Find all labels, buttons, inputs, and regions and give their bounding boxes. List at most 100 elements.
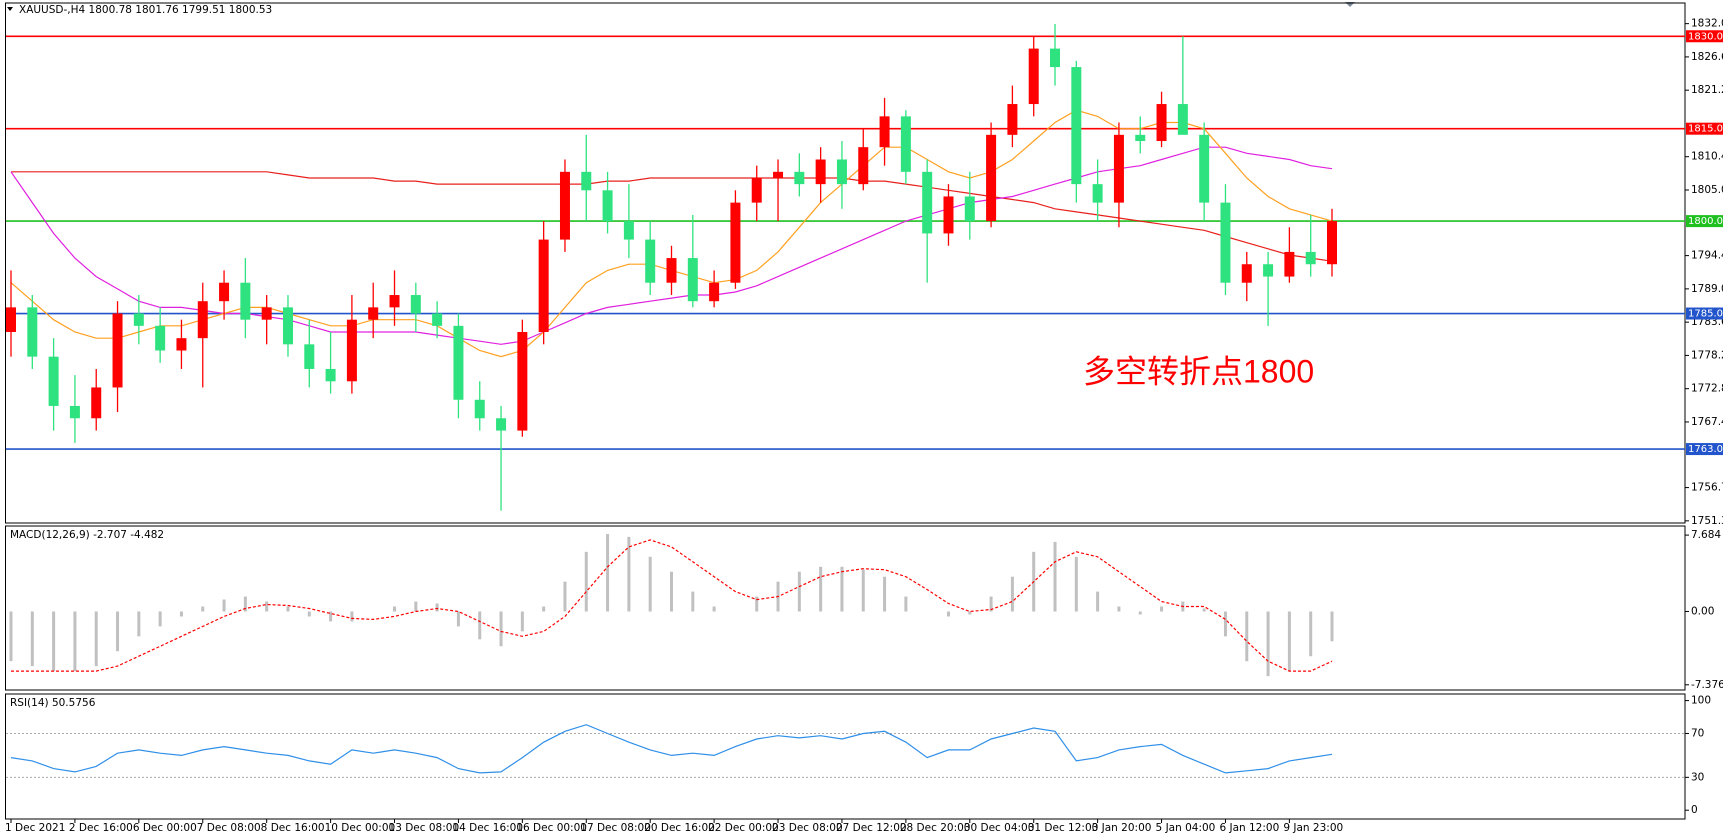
- candle-body: [922, 171, 933, 234]
- moving-average: [11, 171, 1333, 262]
- level-label: 1815.00: [1688, 124, 1723, 135]
- x-tick-label: 10 Dec 00:00: [325, 822, 396, 834]
- level-label: 1763.00: [1688, 444, 1723, 455]
- candle-body: [1199, 134, 1210, 203]
- x-tick-label: 13 Dec 08:00: [389, 822, 460, 834]
- y-tick-label: 30: [1691, 771, 1704, 783]
- x-tick-label: 6 Jan 12:00: [1219, 822, 1279, 834]
- candle-body: [282, 307, 293, 345]
- panel-frame: [5, 693, 1686, 820]
- candle-body: [1092, 184, 1103, 203]
- level-box: [1686, 30, 1723, 43]
- candle-body: [1113, 134, 1124, 203]
- candle-body: [176, 338, 187, 351]
- candle-body: [69, 405, 80, 419]
- candle-body: [432, 313, 443, 326]
- y-tick-label: 100: [1691, 695, 1711, 707]
- candle-body: [794, 171, 805, 185]
- rsi-title: RSI(14) 50.5756: [10, 697, 96, 709]
- candle-body: [197, 301, 208, 339]
- candle-body: [709, 282, 720, 302]
- candle-body: [1135, 134, 1146, 142]
- x-tick-label: 7 Dec 08:00: [197, 822, 261, 834]
- y-tick-label: 1805.05: [1691, 184, 1723, 196]
- candle-body: [261, 307, 272, 320]
- candle-body: [581, 171, 592, 191]
- candle-body: [986, 134, 997, 222]
- candle-body: [1220, 202, 1231, 283]
- x-tick-label: 6 Dec 00:00: [133, 822, 197, 834]
- x-tick-label: 14 Dec 16:00: [452, 822, 523, 834]
- candle-body: [48, 356, 59, 406]
- candle-body: [496, 418, 507, 431]
- candle-body: [410, 295, 421, 314]
- main-title: XAUUSD-,H4 1800.78 1801.76 1799.51 1800.…: [19, 4, 272, 16]
- y-tick-label: 1794.40: [1691, 250, 1723, 262]
- y-tick-label: 1756.75: [1691, 482, 1723, 494]
- candle-body: [1284, 251, 1295, 277]
- x-tick-label: 8 Dec 16:00: [261, 822, 325, 834]
- candle-body: [645, 239, 656, 283]
- y-tick-label: 1821.25: [1691, 84, 1723, 96]
- y-tick-label: 1767.40: [1691, 416, 1723, 428]
- candle-body: [815, 159, 826, 185]
- x-tick-label: 20 Dec 16:00: [644, 822, 715, 834]
- candle-body: [879, 116, 890, 148]
- x-tick-label: 31 Dec 12:00: [1028, 822, 1099, 834]
- candle-body: [453, 325, 464, 400]
- candle-body: [389, 295, 400, 308]
- candle-body: [943, 196, 954, 234]
- x-tick-label: 23 Dec 08:00: [772, 822, 843, 834]
- candle-body: [602, 190, 613, 222]
- candle-body: [773, 171, 784, 178]
- candle-body: [1050, 48, 1061, 68]
- candle-body: [219, 282, 230, 302]
- candle-body: [559, 171, 570, 240]
- x-tick-label: 5 Jan 04:00: [1156, 822, 1216, 834]
- macd-title: MACD(12,26,9) -2.707 -4.482: [10, 529, 164, 541]
- candle-body: [27, 307, 38, 357]
- candle-body: [1263, 264, 1274, 277]
- y-tick-label: 70: [1691, 727, 1704, 739]
- candle-body: [1156, 104, 1167, 142]
- candle-body: [666, 258, 677, 283]
- rsi-line: [10, 724, 1333, 774]
- candle-body: [304, 344, 315, 369]
- y-tick-label: 1826.65: [1691, 51, 1723, 63]
- x-tick-label: 1 Dec 2021: [5, 822, 65, 834]
- x-tick-label: 22 Dec 00:00: [708, 822, 779, 834]
- level-box: [1686, 122, 1723, 135]
- y-tick-label: 0.00: [1691, 605, 1714, 617]
- x-tick-label: 9 Jan 23:00: [1283, 822, 1343, 834]
- candle-body: [346, 319, 357, 382]
- candle-body: [240, 282, 251, 320]
- candle-body: [1241, 264, 1252, 283]
- y-tick-label: 1832.05: [1691, 18, 1723, 30]
- candle-body: [133, 313, 144, 326]
- candle-body: [325, 368, 336, 382]
- level-label: 1785.00: [1688, 309, 1723, 320]
- y-tick-label: 1810.45: [1691, 151, 1723, 163]
- candle-body: [1327, 221, 1337, 265]
- y-tick-label: -7.376: [1691, 679, 1723, 691]
- moving-average: [10, 146, 1333, 345]
- level-box: [1686, 215, 1723, 228]
- x-tick-label: 2 Dec 16:00: [69, 822, 133, 834]
- menu-triangle: [7, 7, 13, 11]
- candle-body: [91, 387, 102, 419]
- candle-body: [687, 258, 698, 302]
- y-tick-label: 7.684: [1691, 529, 1721, 541]
- annotation: 多空转折点1800: [1083, 353, 1314, 389]
- candle-body: [368, 307, 379, 320]
- candle-body: [155, 325, 166, 351]
- candle-body: [474, 399, 485, 419]
- y-tick-label: 1789.00: [1691, 283, 1723, 295]
- y-tick-label: 1778.20: [1691, 349, 1723, 361]
- candle-body: [517, 332, 528, 431]
- candle-body: [112, 313, 123, 388]
- y-tick-label: 1751.35: [1691, 515, 1723, 527]
- candle-body: [1007, 104, 1018, 135]
